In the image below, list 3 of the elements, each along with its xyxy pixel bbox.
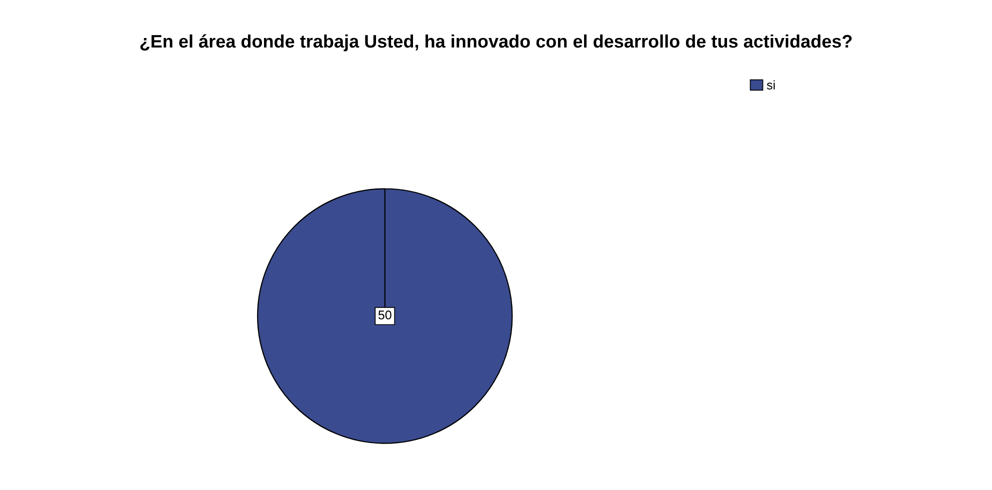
legend-label: si bbox=[766, 80, 775, 90]
chart-title: ¿En el área donde trabaja Usted, ha innovado con el desarrollo de tus actividades? bbox=[140, 34, 852, 52]
data-label: 50 bbox=[378, 310, 392, 320]
